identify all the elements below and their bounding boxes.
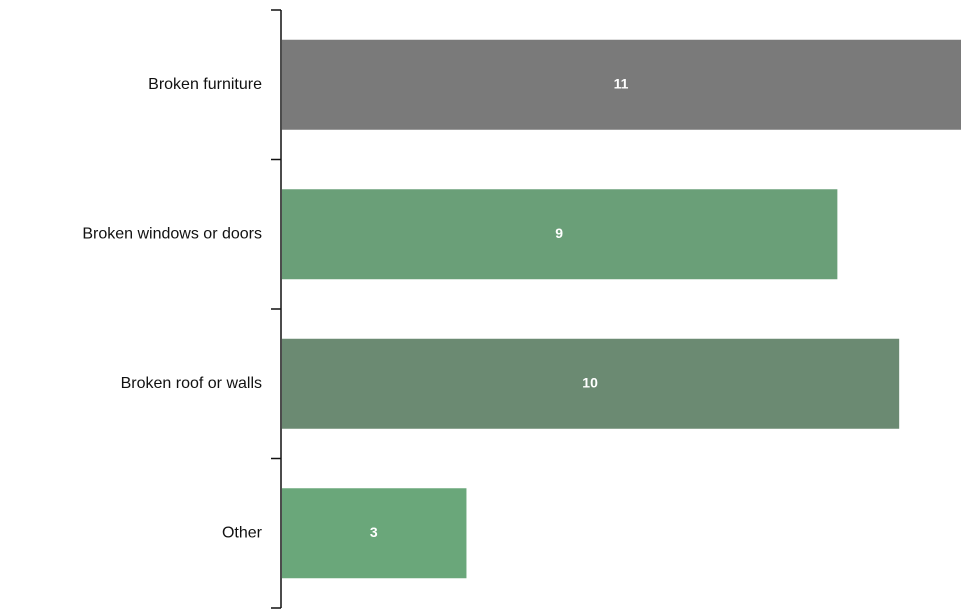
value-label-other: 3 bbox=[370, 524, 378, 540]
y-axis-ticks bbox=[271, 9, 281, 609]
category-labels: Broken furniture Broken windows or doors B… bbox=[82, 76, 262, 542]
category-label-other: Other bbox=[222, 524, 263, 541]
category-label-broken-roof-or-walls: Broken roof or walls bbox=[121, 375, 262, 392]
bar-broken-windows-or-doors bbox=[282, 189, 838, 280]
bar-broken-roof-or-walls bbox=[282, 338, 900, 429]
bar-broken-furniture bbox=[282, 39, 961, 130]
value-label-broken-windows-or-doors: 9 bbox=[555, 225, 563, 241]
category-label-broken-furniture: Broken furniture bbox=[148, 76, 262, 93]
value-labels: 11 9 10 3 bbox=[370, 75, 629, 540]
bar-other bbox=[282, 488, 467, 579]
value-label-broken-furniture: 11 bbox=[614, 75, 629, 91]
value-label-broken-roof-or-walls: 10 bbox=[582, 374, 598, 390]
bars-group bbox=[282, 39, 961, 579]
category-label-broken-windows-or-doors: Broken windows or doors bbox=[82, 225, 262, 242]
